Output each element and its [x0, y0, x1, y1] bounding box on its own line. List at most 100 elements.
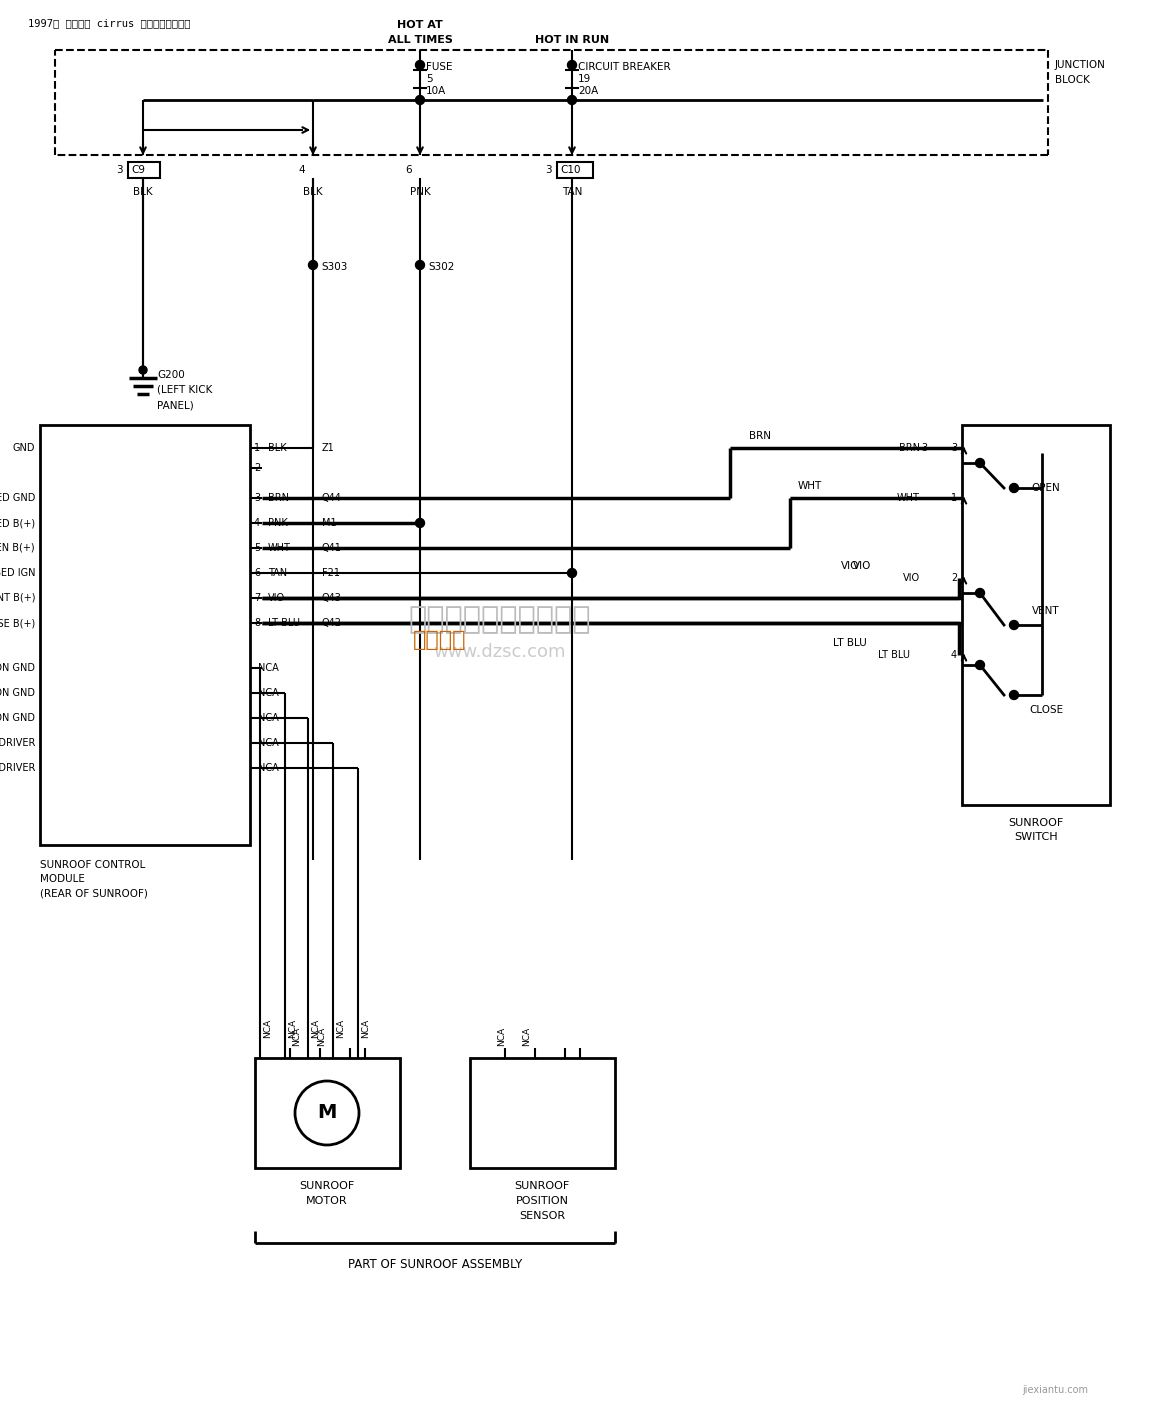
- Text: S303: S303: [321, 262, 348, 272]
- Text: VENT: VENT: [1032, 606, 1060, 616]
- Text: 3: 3: [920, 442, 927, 454]
- Text: NCA: NCA: [258, 688, 279, 697]
- Text: Z1: Z1: [323, 442, 335, 454]
- Text: WHT: WHT: [897, 493, 920, 503]
- Text: 4: 4: [950, 650, 957, 659]
- Text: 4: 4: [253, 519, 260, 528]
- Text: POSITION GND: POSITION GND: [0, 664, 35, 674]
- Circle shape: [568, 568, 576, 578]
- Text: LT BLU: LT BLU: [878, 650, 910, 659]
- Text: BLOCK: BLOCK: [1055, 75, 1090, 85]
- Text: 1: 1: [950, 493, 957, 503]
- Text: TAN: TAN: [562, 187, 582, 197]
- Text: 1: 1: [253, 442, 260, 454]
- Text: MOTOR: MOTOR: [306, 1196, 348, 1206]
- Circle shape: [1009, 690, 1018, 699]
- Text: SWITCHED GND: SWITCHED GND: [0, 493, 35, 503]
- Text: PART OF SUNROOF ASSEMBLY: PART OF SUNROOF ASSEMBLY: [348, 1258, 522, 1271]
- Text: VENT B(+): VENT B(+): [0, 593, 35, 603]
- Text: 6: 6: [406, 165, 412, 175]
- Text: PANEL): PANEL): [157, 400, 194, 410]
- Text: SUNROOF CONTROL: SUNROOF CONTROL: [40, 859, 145, 869]
- Text: SWITCH: SWITCH: [1014, 831, 1058, 843]
- Text: (REAR OF SUNROOF): (REAR OF SUNROOF): [40, 888, 147, 898]
- Text: PNK: PNK: [268, 519, 288, 528]
- Text: BLK: BLK: [303, 187, 323, 197]
- Text: www.dzsc.com: www.dzsc.com: [434, 643, 567, 661]
- Bar: [962, 426, 1111, 805]
- Text: FUSE: FUSE: [426, 62, 453, 72]
- Text: NCA: NCA: [288, 1019, 297, 1037]
- Text: POSITION GND: POSITION GND: [0, 688, 35, 697]
- Text: NCA: NCA: [498, 1026, 507, 1045]
- Text: VIO: VIO: [903, 573, 920, 583]
- Text: 3: 3: [253, 493, 260, 503]
- Text: M1: M1: [323, 519, 336, 528]
- Text: (LEFT KICK: (LEFT KICK: [157, 385, 212, 395]
- Text: OPEN: OPEN: [1032, 483, 1060, 493]
- Text: VIO: VIO: [841, 561, 859, 571]
- Text: MODULE: MODULE: [40, 874, 85, 883]
- Text: WHT: WHT: [798, 480, 823, 490]
- Text: NCA: NCA: [293, 1026, 302, 1045]
- Text: POSITION GND: POSITION GND: [0, 713, 35, 723]
- Text: NCA: NCA: [258, 664, 279, 674]
- Text: 7: 7: [253, 593, 260, 603]
- Text: MTR DRIVER: MTR DRIVER: [0, 764, 35, 774]
- Bar: [128, 162, 160, 178]
- Text: Q43: Q43: [323, 593, 342, 603]
- Text: 3: 3: [116, 165, 123, 175]
- Text: MTR DRIVER: MTR DRIVER: [0, 738, 35, 748]
- Circle shape: [1009, 620, 1018, 630]
- Text: 3: 3: [545, 165, 552, 175]
- Text: WHT: WHT: [268, 542, 290, 552]
- Text: ALL TIMES: ALL TIMES: [387, 35, 453, 45]
- Text: 3: 3: [950, 442, 957, 454]
- Text: LT BLU: LT BLU: [833, 638, 866, 648]
- Text: NCA: NCA: [318, 1026, 326, 1045]
- Text: HOT IN RUN: HOT IN RUN: [535, 35, 609, 45]
- Circle shape: [568, 61, 576, 69]
- Text: HOT AT: HOT AT: [397, 20, 442, 30]
- Text: NCA: NCA: [523, 1026, 531, 1045]
- Text: NCA: NCA: [311, 1019, 320, 1037]
- Text: M: M: [317, 1103, 336, 1123]
- Circle shape: [976, 589, 985, 597]
- Text: 4: 4: [298, 165, 305, 175]
- Text: BLK: BLK: [268, 442, 287, 454]
- Text: VIO: VIO: [852, 561, 871, 571]
- Text: LT BLU: LT BLU: [268, 619, 300, 628]
- Circle shape: [309, 261, 318, 269]
- Text: NCA: NCA: [258, 764, 279, 774]
- Text: BRN: BRN: [268, 493, 289, 503]
- Text: 2: 2: [950, 573, 957, 583]
- Bar: [470, 1058, 615, 1168]
- Text: OPEN B(+): OPEN B(+): [0, 542, 35, 552]
- Text: SUNROOF: SUNROOF: [1008, 819, 1063, 828]
- Text: NCA: NCA: [258, 738, 279, 748]
- Text: Q41: Q41: [323, 542, 342, 552]
- Text: NCA: NCA: [361, 1019, 370, 1037]
- Text: S302: S302: [429, 262, 454, 272]
- Text: CIRCUIT BREAKER: CIRCUIT BREAKER: [578, 62, 670, 72]
- Text: BRN: BRN: [749, 431, 771, 441]
- Text: NCA: NCA: [336, 1019, 344, 1037]
- Text: PNK: PNK: [410, 187, 431, 197]
- Text: 5: 5: [253, 542, 260, 552]
- Text: FUSED IGN: FUSED IGN: [0, 568, 35, 578]
- Text: SUNROOF: SUNROOF: [515, 1181, 569, 1191]
- Text: C10: C10: [560, 165, 581, 175]
- Circle shape: [416, 61, 424, 69]
- Text: POSITION: POSITION: [515, 1196, 568, 1206]
- Circle shape: [568, 96, 576, 104]
- Text: 2: 2: [253, 464, 260, 473]
- Text: SENSOR: SENSOR: [518, 1210, 566, 1222]
- Text: BLK: BLK: [134, 187, 153, 197]
- Text: 20A: 20A: [578, 86, 598, 96]
- Text: 8: 8: [253, 619, 260, 628]
- Circle shape: [976, 661, 985, 669]
- Text: JUNCTION: JUNCTION: [1055, 61, 1106, 70]
- Text: C9: C9: [131, 165, 145, 175]
- Circle shape: [416, 96, 424, 104]
- Text: 6: 6: [253, 568, 260, 578]
